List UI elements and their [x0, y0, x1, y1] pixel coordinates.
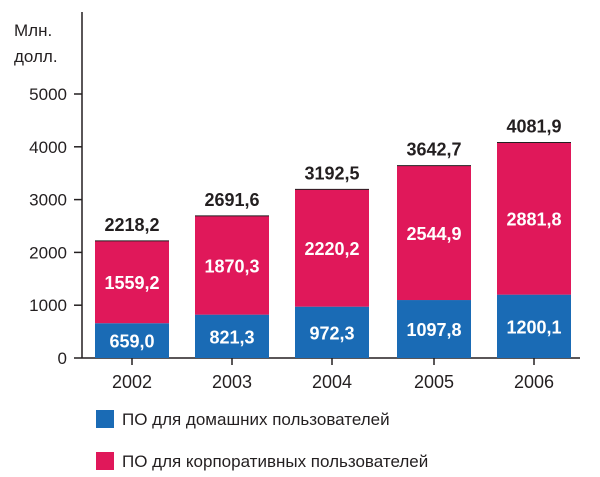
y-tick-label: 4000	[29, 138, 67, 157]
segment-value-label: 972,3	[309, 323, 354, 343]
bar-segment-home	[95, 323, 169, 358]
bar-total-label: 4081,9	[506, 116, 561, 136]
segment-value-label: 1200,1	[506, 317, 561, 337]
y-unit-label-line2: долл.	[14, 47, 58, 66]
y-unit-label: Млн. долл.	[14, 21, 58, 66]
bar-segment-home	[195, 314, 269, 358]
legend-label: ПО для корпоративных пользователей	[122, 452, 428, 471]
segment-value-label: 659,0	[109, 332, 154, 352]
x-tick-label: 2006	[514, 372, 554, 392]
legend-label: ПО для домашних пользователей	[122, 410, 390, 429]
segment-value-label: 821,3	[209, 327, 254, 347]
axes: 0 1000 2000 3000 4000 5000	[29, 12, 580, 368]
x-tick-labels: 2002 2003 2004 2005 2006	[112, 358, 554, 392]
bar-total-label: 2218,2	[104, 215, 159, 235]
y-tick-label: 5000	[29, 85, 67, 104]
segment-value-label: 1870,3	[204, 256, 259, 276]
segment-value-label: 1559,2	[104, 273, 159, 293]
y-tick-label: 3000	[29, 191, 67, 210]
bar-segment-corporate	[497, 142, 571, 295]
y-unit-label-line1: Млн.	[14, 21, 52, 40]
segment-value-label: 2220,2	[304, 239, 359, 259]
bar-segment-home	[397, 300, 471, 358]
y-tick-label: 1000	[29, 296, 67, 315]
segment-value-label: 2544,9	[406, 224, 461, 244]
bar-segment-corporate	[95, 240, 169, 324]
legend-swatch-home	[96, 410, 114, 428]
x-tick-label: 2003	[212, 372, 252, 392]
bar-segment-home	[295, 306, 369, 358]
y-tick-label: 2000	[29, 243, 67, 262]
bar-segment-corporate	[195, 215, 269, 315]
y-tick-label: 0	[58, 349, 67, 368]
bar-segment-corporate	[295, 189, 369, 307]
bar-segment-home	[497, 294, 571, 358]
segment-value-label: 1097,8	[406, 320, 461, 340]
legend-swatch-corporate	[96, 452, 114, 470]
bar-total-label: 3642,7	[406, 140, 461, 160]
x-tick-label: 2004	[312, 372, 352, 392]
legend: ПО для домашних пользователей ПО для корп…	[96, 410, 428, 471]
bar-total-label: 2691,6	[204, 190, 259, 210]
bar-segment-corporate	[397, 165, 471, 301]
segment-value-label: 2881,8	[506, 210, 561, 230]
bars: 659,0 1559,2 2218,2 821,3 1870,3 2691,6 972,3 2…	[95, 116, 571, 358]
x-tick-label: 2005	[414, 372, 454, 392]
bar-total-label: 3192,5	[304, 163, 359, 183]
x-tick-label: 2002	[112, 372, 152, 392]
